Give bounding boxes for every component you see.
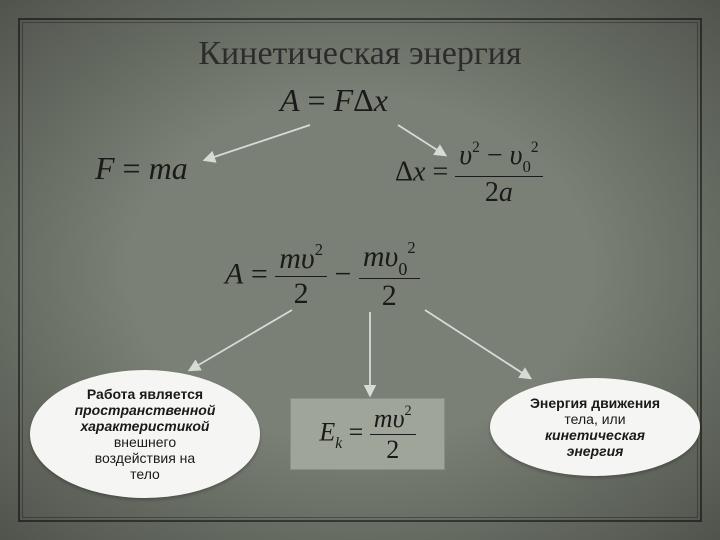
sym-eq2: =	[115, 150, 149, 186]
frac-ek: mυ2 2	[370, 404, 416, 465]
callout-line: Работа является	[75, 386, 216, 402]
callout-line: пространственной	[75, 402, 216, 418]
callout-line: энергия	[530, 443, 660, 459]
sym-x2: x	[413, 157, 425, 188]
num-deltax: υ2 − υ02	[455, 140, 542, 177]
sym-delta: Δ	[353, 82, 374, 118]
den-deltax: 2a	[455, 177, 542, 209]
formula-deltax: Δx = υ2 − υ02 2a	[395, 140, 543, 209]
callout-line: тела, или	[530, 411, 660, 427]
sym-F2: F	[95, 150, 115, 186]
sym-F: F	[334, 82, 354, 118]
arrow-line	[190, 310, 292, 370]
callout-line: воздействия на	[75, 450, 216, 466]
callout-line: внешнего	[75, 434, 216, 450]
sym-eq3: =	[425, 157, 455, 188]
callout-line: Энергия движения	[530, 395, 660, 411]
sym-x: x	[374, 82, 388, 118]
sym-A2: A	[225, 257, 243, 290]
kinetic-energy-box: Ek = mυ2 2	[290, 398, 445, 470]
sym-minus: −	[327, 257, 359, 290]
formula-work-expanded: A = mυ2 2 − mυ02 2	[225, 240, 420, 313]
sym-m: m	[149, 150, 172, 186]
callout-line: кинетическая	[530, 427, 660, 443]
callout-work-description: Работа являетсяпространственнойхарактери…	[30, 370, 260, 498]
arrow-line	[425, 310, 530, 378]
frac-w1: mυ2 2	[275, 242, 327, 311]
sym-E: E	[319, 417, 335, 446]
callout-kinetic-description: Энергия движениятела, иликинетическаяэне…	[490, 378, 700, 476]
callout-line: характеристикой	[75, 418, 216, 434]
frac-w2: mυ02 2	[359, 240, 420, 313]
formula-work-main: A = FΔx	[280, 82, 388, 119]
sym-k: k	[335, 435, 342, 452]
sym-a: a	[172, 150, 188, 186]
sym-eq4: =	[243, 257, 275, 290]
callout-line: тело	[75, 466, 216, 482]
arrow-line	[205, 125, 310, 160]
frac-deltax: υ2 − υ02 2a	[455, 140, 542, 209]
formula-kinetic-energy: Ek = mυ2 2	[319, 404, 415, 465]
sym-A: A	[280, 82, 300, 118]
page-title: Кинетическая энергия	[0, 35, 720, 73]
sym-eq5: =	[342, 417, 370, 446]
sym-eq: =	[300, 82, 334, 118]
formula-force: F = ma	[95, 150, 188, 187]
sym-delta2: Δ	[395, 157, 413, 188]
